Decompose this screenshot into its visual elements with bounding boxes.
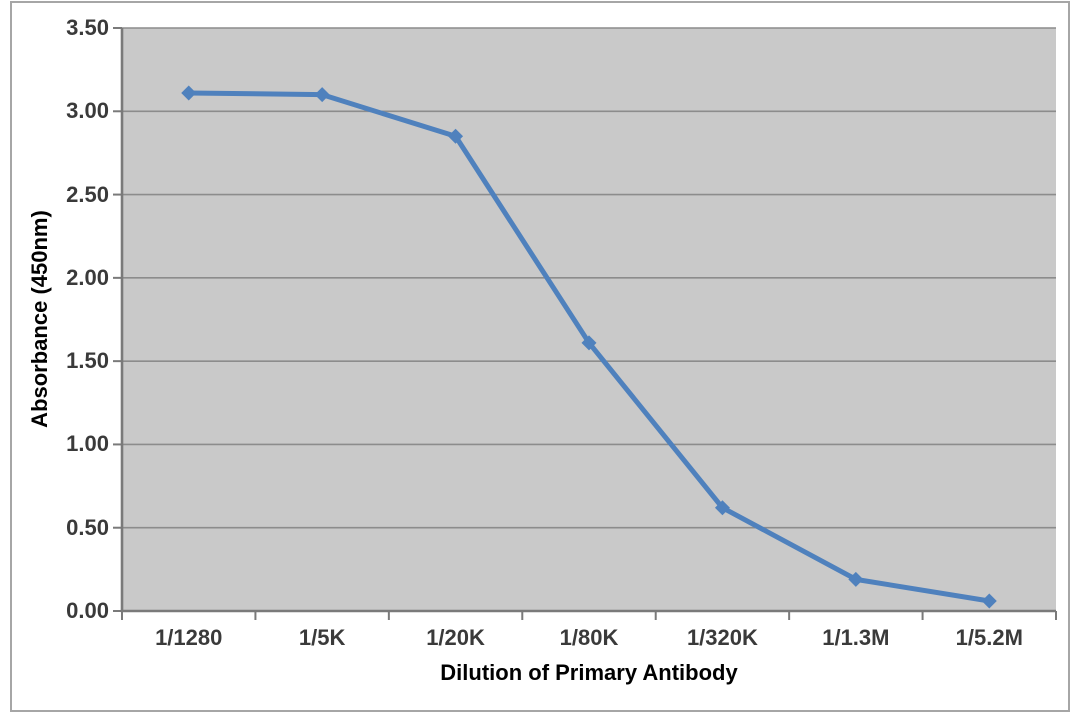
y-tick-label: 1.00: [66, 431, 109, 457]
x-axis-title: Dilution of Primary Antibody: [440, 660, 738, 685]
data-point-marker: [714, 500, 730, 516]
x-tick-label: 1/320K: [686, 625, 758, 650]
x-tick-label: 1/20K: [426, 625, 485, 650]
data-point-marker: [314, 87, 330, 103]
data-point-marker: [181, 85, 197, 101]
y-tick-label: 0.00: [66, 598, 109, 623]
y-tick-label: 3.50: [66, 15, 109, 40]
x-tick-label: 1/1280: [155, 625, 223, 650]
data-point-marker: [981, 593, 997, 609]
y-tick-label: 2.50: [66, 181, 109, 207]
data-point-marker: [448, 128, 464, 144]
data-point-marker: [848, 571, 864, 587]
y-tick-label: 3.00: [66, 98, 109, 124]
y-axis-title: Absorbance (450nm): [27, 210, 52, 428]
y-tick-label: 1.50: [66, 348, 109, 374]
x-tick-label: 1/5.2M: [955, 625, 1023, 650]
x-tick-label: 1/1.3M: [822, 625, 890, 650]
x-tick-label: 1/80K: [559, 625, 619, 650]
y-tick-label: 0.50: [66, 514, 109, 540]
y-tick-label: 2.00: [66, 264, 109, 290]
data-point-marker: [581, 335, 597, 351]
x-tick-label: 1/5K: [298, 625, 346, 650]
